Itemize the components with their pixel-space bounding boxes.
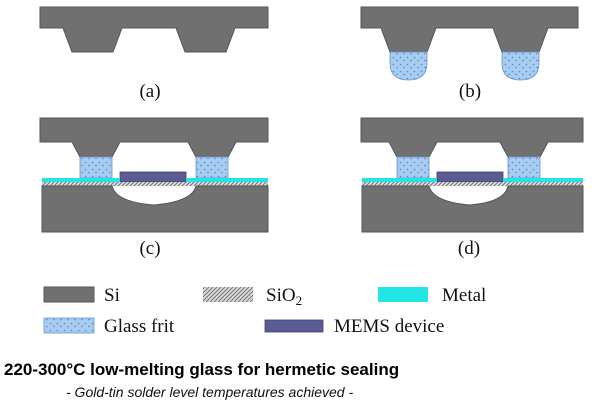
sio2-layer bbox=[42, 182, 268, 186]
metal-layer-right bbox=[503, 178, 583, 182]
glass-frit-left bbox=[396, 156, 430, 179]
mems-device-swatch bbox=[264, 319, 324, 333]
legend-item-mems-device: MEMS device bbox=[264, 316, 444, 337]
metal-layer-left bbox=[42, 178, 120, 182]
legend-label-si: Si bbox=[104, 285, 120, 306]
si-cap-wafer bbox=[360, 117, 584, 158]
si-cap-wafer bbox=[360, 6, 579, 53]
glass-frit-left bbox=[79, 156, 113, 179]
panel-a-label: (a) bbox=[139, 81, 160, 102]
sio2-main: SiO bbox=[266, 285, 296, 306]
panel-b-label: (b) bbox=[459, 81, 481, 102]
panel-d: (d) bbox=[360, 117, 584, 259]
legend-label-glass-frit: Glass frit bbox=[104, 316, 175, 337]
metal-layer-right bbox=[186, 178, 268, 182]
panel-c-label: (c) bbox=[139, 238, 160, 259]
legend-item-metal: Metal bbox=[378, 285, 486, 306]
panel-d-label: (d) bbox=[458, 238, 480, 259]
subline: - Gold-tin solder level temperatures ach… bbox=[66, 384, 354, 400]
legend: Si SiO2 Metal Glass frit MEMS device bbox=[43, 285, 486, 337]
metal-swatch bbox=[378, 287, 428, 302]
si-cap-wafer bbox=[39, 6, 269, 53]
metal-layer-left bbox=[362, 178, 437, 182]
mems-device bbox=[119, 171, 187, 183]
legend-label-metal: Metal bbox=[442, 285, 486, 306]
glass-frit-left bbox=[389, 51, 428, 81]
sio2-subscript: 2 bbox=[296, 293, 303, 308]
si-substrate bbox=[361, 185, 584, 233]
mems-device bbox=[436, 171, 504, 183]
si-cap-wafer bbox=[39, 117, 269, 158]
sio2-layer bbox=[362, 182, 583, 186]
panel-b: (b) bbox=[360, 6, 579, 102]
glass-frit-swatch bbox=[43, 317, 95, 334]
legend-item-si: Si bbox=[43, 285, 120, 306]
glass-frit-right bbox=[501, 51, 540, 81]
glass-frit-right bbox=[507, 156, 541, 179]
panel-a: (a) bbox=[39, 6, 269, 102]
si-swatch bbox=[43, 286, 95, 303]
legend-label-sio2: SiO2 bbox=[266, 285, 302, 308]
panel-c: (c) bbox=[39, 117, 269, 259]
legend-item-sio2: SiO2 bbox=[203, 285, 302, 308]
legend-item-glass-frit: Glass frit bbox=[43, 316, 175, 337]
legend-label-mems-device: MEMS device bbox=[334, 316, 444, 337]
sio2-swatch bbox=[203, 287, 253, 302]
headline: 220-300°C low-melting glass for hermetic… bbox=[4, 360, 400, 379]
glass-frit-right bbox=[195, 156, 229, 179]
si-substrate bbox=[41, 185, 269, 233]
